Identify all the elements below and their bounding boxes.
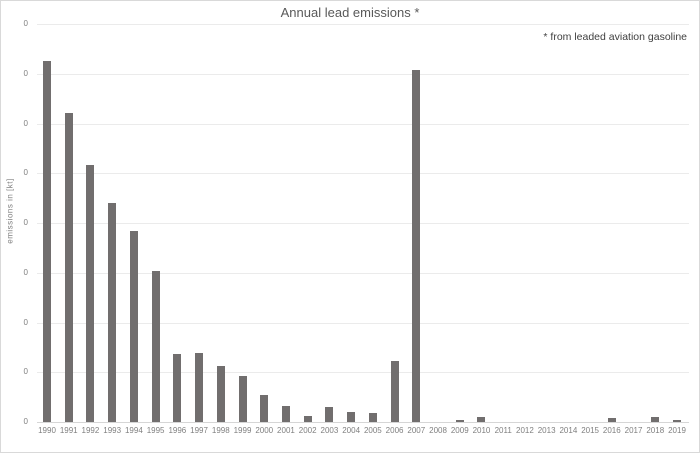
y-tick-label: 0 [23,69,28,78]
bar-2005 [368,413,377,422]
bar-2003 [325,407,334,422]
bar-2016 [607,418,616,422]
x-tick-label-1995: 1995 [146,426,165,435]
bar-1991 [64,113,73,422]
bar-1993 [108,203,117,422]
y-tick-label: 0 [23,218,28,227]
bar-1997 [195,353,204,422]
plot-area: 1990 1991 1992 1993 1994 1995 1996 1997 1998 1999… [37,24,689,435]
x-tick-label-2014: 2014 [559,426,578,435]
x-tick-label-2006: 2006 [385,426,404,435]
gridline [37,273,689,274]
bar-2019 [673,420,681,422]
x-tick-label-2000: 2000 [255,426,274,435]
x-tick-label-2001: 2001 [277,426,295,435]
x-axis-line [37,422,689,423]
x-tick-label-1997: 1997 [190,426,208,435]
x-tick-label-2019: 2019 [668,426,686,435]
bar-1990 [43,61,51,422]
y-tick-label: 0 [23,417,28,426]
x-tick-label-1996: 1996 [168,426,187,435]
bar-2002 [303,416,312,422]
bar-2001 [281,406,290,422]
bar-1999 [238,376,247,422]
x-tick-label-2011: 2011 [494,426,512,435]
bar-2009 [455,420,464,422]
x-tick-label-1991: 1991 [59,426,78,435]
gridline [37,323,689,324]
bar-1998 [216,366,225,422]
x-tick-label-2009: 2009 [450,426,469,435]
gridline [37,223,689,224]
chart-title: Annual lead emissions * [280,5,420,20]
footnote: * from leaded aviation gasoline [543,31,687,43]
bar-2006 [390,361,399,422]
x-tick-label-1993: 1993 [103,426,122,435]
gridline [37,173,689,174]
y-axis-title: emissions in [kt] [5,178,15,244]
y-tick-label: 0 [23,19,28,28]
bar-2018 [651,417,660,422]
gridline [37,24,689,25]
x-tick-label-2010: 2010 [472,426,491,435]
x-tick-label-2005: 2005 [363,426,382,435]
x-tick-label-2013: 2013 [537,426,556,435]
gridline [37,372,689,373]
bar-1996 [173,354,182,422]
x-tick-label-2012: 2012 [516,426,534,435]
x-tick-label-1999: 1999 [233,426,252,435]
x-tick-label-2003: 2003 [320,426,339,435]
x-tick-label-1994: 1994 [124,426,143,435]
x-tick-label-1990: 1990 [38,426,56,435]
bar-1995 [151,271,160,422]
x-tick-label-2008: 2008 [429,426,447,435]
x-tick-label-1992: 1992 [81,426,100,435]
x-tick-label-2002: 2002 [298,426,317,435]
y-tick-label: 0 [23,168,28,177]
x-tick-label-2018: 2018 [646,426,665,435]
bar-2004 [347,412,356,422]
y-tick-label: 0 [23,119,28,128]
y-tick-label: 0 [23,367,28,376]
bar-2010 [477,417,486,422]
gridline [37,74,689,75]
x-tick-label-1998: 1998 [211,426,230,435]
x-tick-label-2007: 2007 [407,426,426,435]
x-tick-label-2004: 2004 [342,426,361,435]
gridline [37,124,689,125]
x-tick-label-2016: 2016 [602,426,621,435]
bar-2000 [260,395,269,422]
x-tick-label-2015: 2015 [581,426,599,435]
bar-1992 [86,165,95,422]
x-tick-label-2017: 2017 [624,426,643,435]
bar-1994 [129,231,138,422]
y-tick-label: 0 [23,318,28,327]
bar-2007 [412,70,421,422]
y-tick-label: 0 [23,268,28,277]
